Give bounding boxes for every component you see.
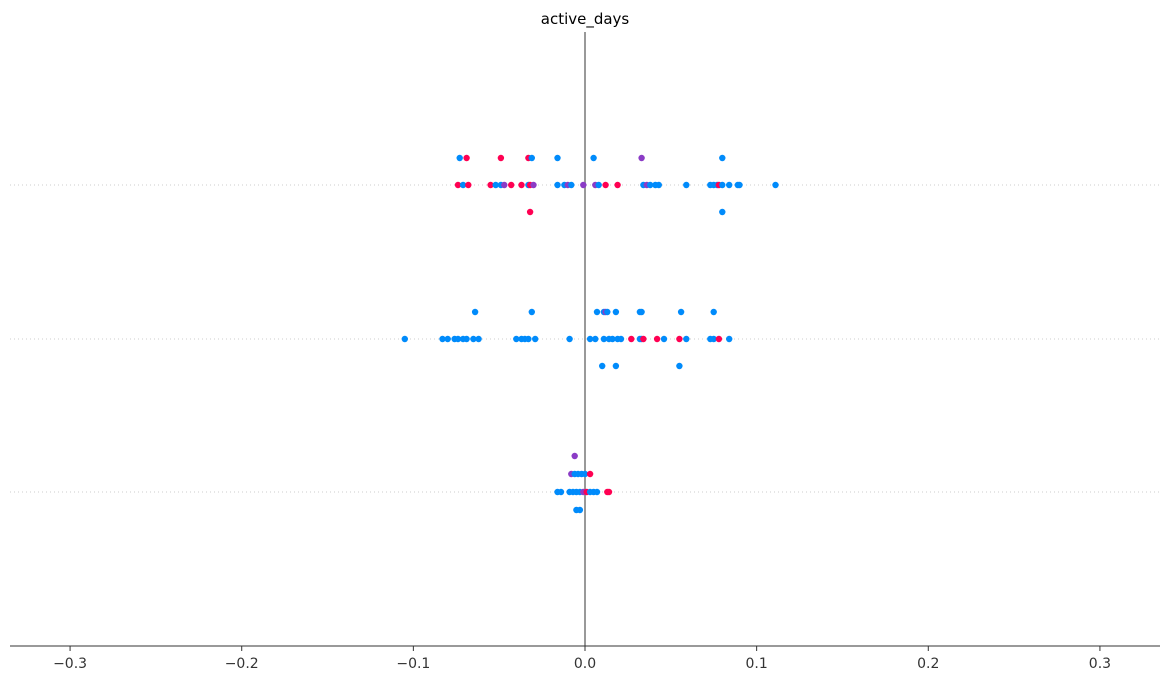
scatter-point: [599, 362, 606, 370]
x-tick-label: −0.3: [53, 656, 87, 672]
scatter-point: [647, 181, 654, 189]
scatter-point: [719, 181, 726, 189]
x-tick-label: 0.2: [917, 656, 939, 672]
scatter-point: [557, 488, 565, 496]
scatter-point: [640, 335, 647, 343]
x-tick-label: 0.0: [574, 656, 596, 672]
scatter-points: [401, 154, 779, 514]
scatter-point: [593, 488, 601, 496]
scatter-point: [568, 181, 575, 189]
scatter-point: [581, 470, 589, 478]
scatter-point: [710, 308, 717, 316]
scatter-point: [612, 362, 620, 370]
scatter-point: [463, 335, 470, 343]
scatter-point: [676, 362, 683, 370]
scatter-point: [497, 154, 505, 162]
scatter-point: [660, 335, 668, 343]
scatter-point: [710, 335, 717, 343]
scatter-point: [595, 181, 602, 189]
scatter-point: [655, 181, 662, 189]
scatter-point: [772, 181, 779, 189]
scatter-point: [605, 488, 613, 496]
scatter-point: [614, 181, 621, 189]
scatter-point: [528, 308, 535, 316]
scatter-point: [602, 181, 609, 189]
scatter-point: [593, 308, 601, 316]
chart-title: active_days: [541, 10, 630, 29]
scatter-point: [609, 335, 616, 343]
scatter-point: [487, 181, 494, 189]
scatter-point: [530, 181, 537, 189]
scatter-point: [576, 506, 584, 514]
x-axis-ticks: −0.3 −0.2 −0.1 0.0 0.1 0.2 0.3: [53, 646, 1111, 672]
scatter-point: [736, 181, 743, 189]
x-tick-label: 0.1: [746, 656, 768, 672]
scatter-point: [677, 308, 685, 316]
scatter-point: [638, 154, 645, 162]
scatter-point: [726, 335, 733, 343]
scatter-point: [719, 208, 726, 216]
scatter-point: [528, 154, 535, 162]
scatter-point: [719, 154, 726, 162]
scatter-point: [525, 335, 532, 343]
scatter-point: [513, 335, 520, 343]
scatter-point: [526, 208, 534, 216]
scatter-point: [683, 181, 690, 189]
scatter-point: [683, 335, 690, 343]
scatter-point: [454, 181, 462, 189]
scatter-point: [653, 335, 661, 343]
scatter-point: [571, 452, 578, 460]
scatter-point: [566, 335, 573, 343]
scatter-point: [600, 335, 608, 343]
scatter-point: [586, 335, 594, 343]
scatter-point: [508, 181, 515, 189]
scatter-point: [475, 335, 482, 343]
scatter-point: [444, 335, 451, 343]
scatter-point: [592, 335, 599, 343]
x-tick-label: −0.1: [396, 656, 430, 672]
scatter-point: [439, 335, 446, 343]
scatter-point: [456, 154, 463, 162]
scatter-point: [554, 154, 561, 162]
scatter-point: [604, 308, 611, 316]
scatter-point: [459, 181, 467, 189]
scatter-point: [501, 181, 508, 189]
scatter-point: [726, 181, 733, 189]
x-tick-label: −0.2: [225, 656, 259, 672]
scatter-point: [492, 181, 499, 189]
scatter-point: [465, 181, 472, 189]
scatter-point: [590, 154, 597, 162]
scatter-point: [463, 154, 470, 162]
scatter-point: [612, 308, 620, 316]
scatter-point: [401, 335, 408, 343]
scatter-point: [554, 181, 561, 189]
x-tick-label: 0.3: [1089, 656, 1111, 672]
scatter-point: [532, 335, 539, 343]
scatter-point: [617, 335, 625, 343]
scatter-point: [470, 335, 477, 343]
scatter-point: [580, 181, 587, 189]
scatter-point: [518, 181, 525, 189]
scatter-point: [628, 335, 635, 343]
scatter-point: [586, 470, 594, 478]
scatter-point: [638, 308, 645, 316]
scatter-point: [454, 335, 462, 343]
scatter-point: [676, 335, 683, 343]
scatter-point: [715, 335, 723, 343]
scatter-point: [471, 308, 479, 316]
